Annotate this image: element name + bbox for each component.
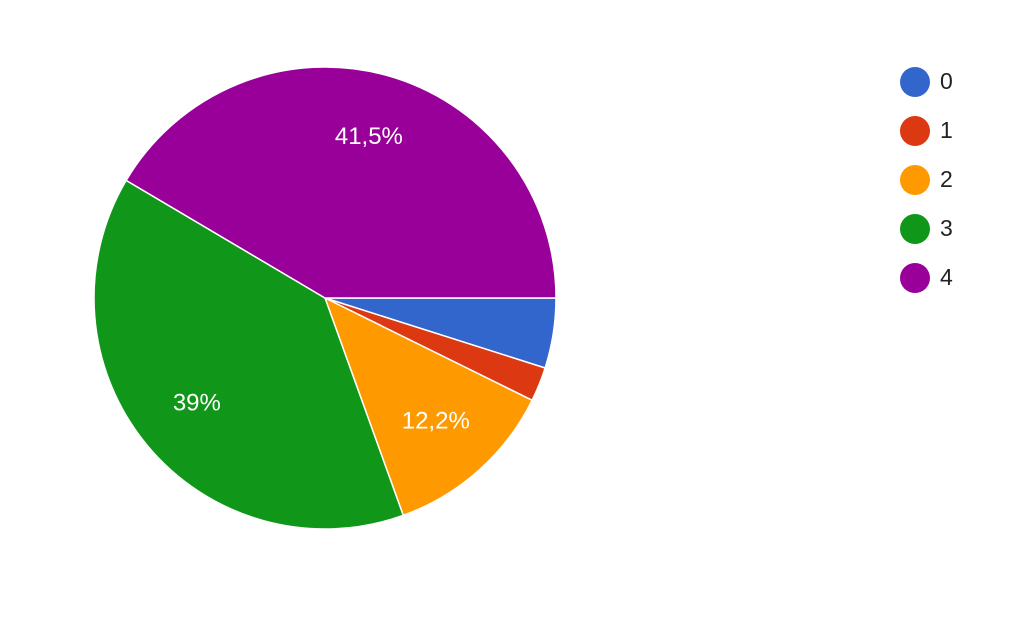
legend-text: 1 xyxy=(940,117,953,143)
legend-marker xyxy=(900,263,930,293)
pie-slice xyxy=(125,66,557,299)
legend-text: 2 xyxy=(940,166,953,192)
pie-slice xyxy=(323,296,534,517)
legend-text: 3 xyxy=(940,215,953,241)
legend-text: 0 xyxy=(940,68,953,94)
slice-label: 39% xyxy=(173,389,221,416)
legend-marker xyxy=(900,165,930,195)
legend-text: 4 xyxy=(940,264,953,290)
legend-marker xyxy=(900,116,930,146)
legend-marker xyxy=(900,214,930,244)
slice-label: 12,2% xyxy=(402,407,470,434)
slice-label: 41,5% xyxy=(335,123,403,150)
pie-slice xyxy=(93,179,405,530)
legend-marker xyxy=(900,67,930,97)
